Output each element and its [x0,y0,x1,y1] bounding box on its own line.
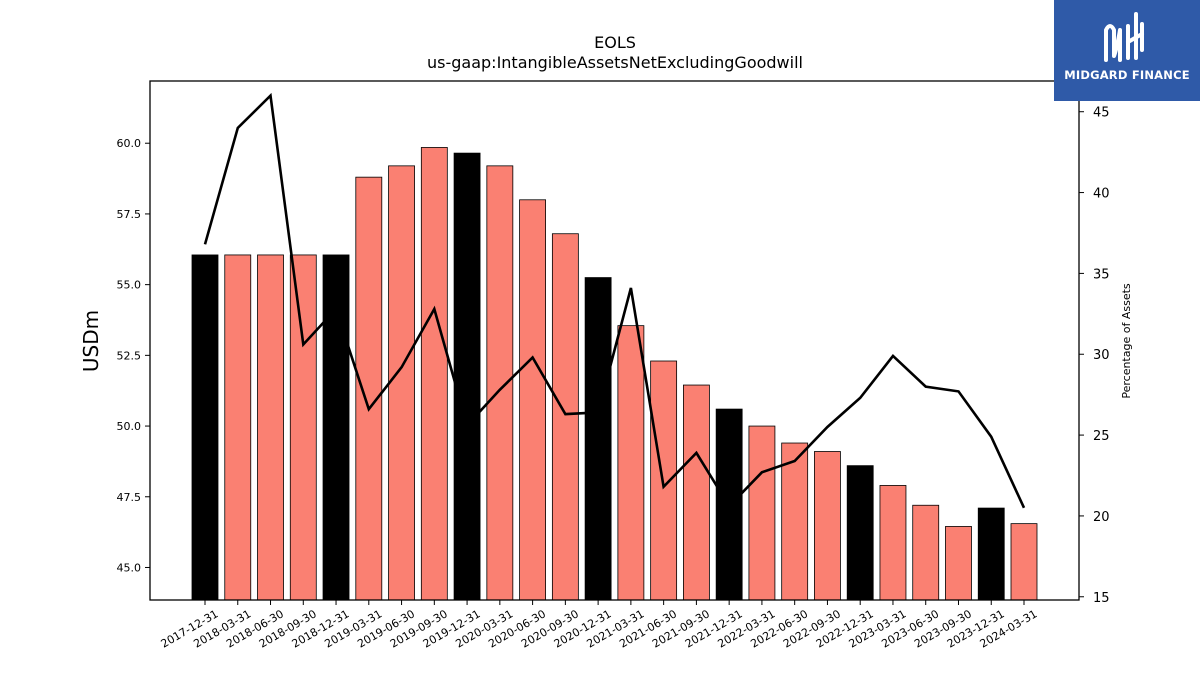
bar-2023-06-30 [912,504,940,601]
bar-2018-09-30 [289,254,317,601]
y-tick-label: 57.5 [117,208,142,221]
y-axis-left: 45.0 47.5 50.0 52.5 55.0 57.5 60.0 [117,137,150,574]
x-axis: 2017-12-312018-03-312018-06-302018-09-30… [159,600,1040,651]
bar-2019-09-30 [420,147,448,601]
bar-2018-06-30 [257,254,284,601]
midgard-finance-logo: MIDGARD FINANCE [1054,0,1200,101]
bar-2018-03-31 [224,254,252,601]
bar-2022-03-31 [748,425,776,601]
y-tick-label: 60.0 [117,137,142,150]
bars-group [191,147,1038,601]
y-axis-right: 15 20 25 30 35 40 45 [1079,106,1110,606]
plot-frame [149,80,1080,601]
bar-2019-03-31 [355,176,383,601]
logo-mark-icon [1104,12,1144,62]
bar-2019-12-31 [453,152,481,601]
bar-2024-03-31 [1010,523,1038,601]
y2-tick-label: 45 [1093,106,1110,121]
bar-2022-09-30 [814,451,841,601]
chart-subtitle: us-gaap:IntangibleAssetsNetExcludingGood… [427,53,803,72]
bar-2020-03-31 [486,165,514,601]
y2-tick-label: 20 [1093,510,1110,525]
bar-2023-09-30 [945,526,972,601]
bar-2018-12-31 [322,254,350,601]
y-tick-label: 47.5 [117,491,142,504]
y2-tick-label: 25 [1093,429,1110,444]
y-tick-label: 52.5 [117,349,142,362]
bar-2020-09-30 [551,233,579,601]
bar-2020-06-30 [519,199,546,601]
line-group [203,92,1026,509]
y2-tick-label: 30 [1093,348,1110,363]
y-tick-label: 45.0 [117,561,142,574]
bar-2023-12-31 [977,507,1005,601]
y2-tick-label: 15 [1093,591,1110,606]
bar-2022-12-31 [846,465,874,601]
y-axis-label: USDm [79,310,103,372]
y-tick-label: 55.0 [117,279,142,292]
bar-2017-12-31 [191,254,219,601]
logo-text: MIDGARD FINANCE [1064,68,1190,82]
bar-2021-03-31 [617,325,645,601]
chart-title: EOLS [594,33,636,52]
bar-2019-06-30 [388,165,415,601]
y2-axis-label: Percentage of Assets [1120,283,1133,399]
y2-tick-label: 35 [1093,267,1110,282]
percentage-of-assets-line [203,92,1026,509]
y-tick-label: 50.0 [117,420,142,433]
bar-2020-12-31 [584,277,612,601]
bar-2022-06-30 [781,442,809,601]
bar-2023-03-31 [879,485,907,601]
y2-tick-label: 40 [1093,187,1110,202]
bar-2021-09-30 [683,384,710,601]
